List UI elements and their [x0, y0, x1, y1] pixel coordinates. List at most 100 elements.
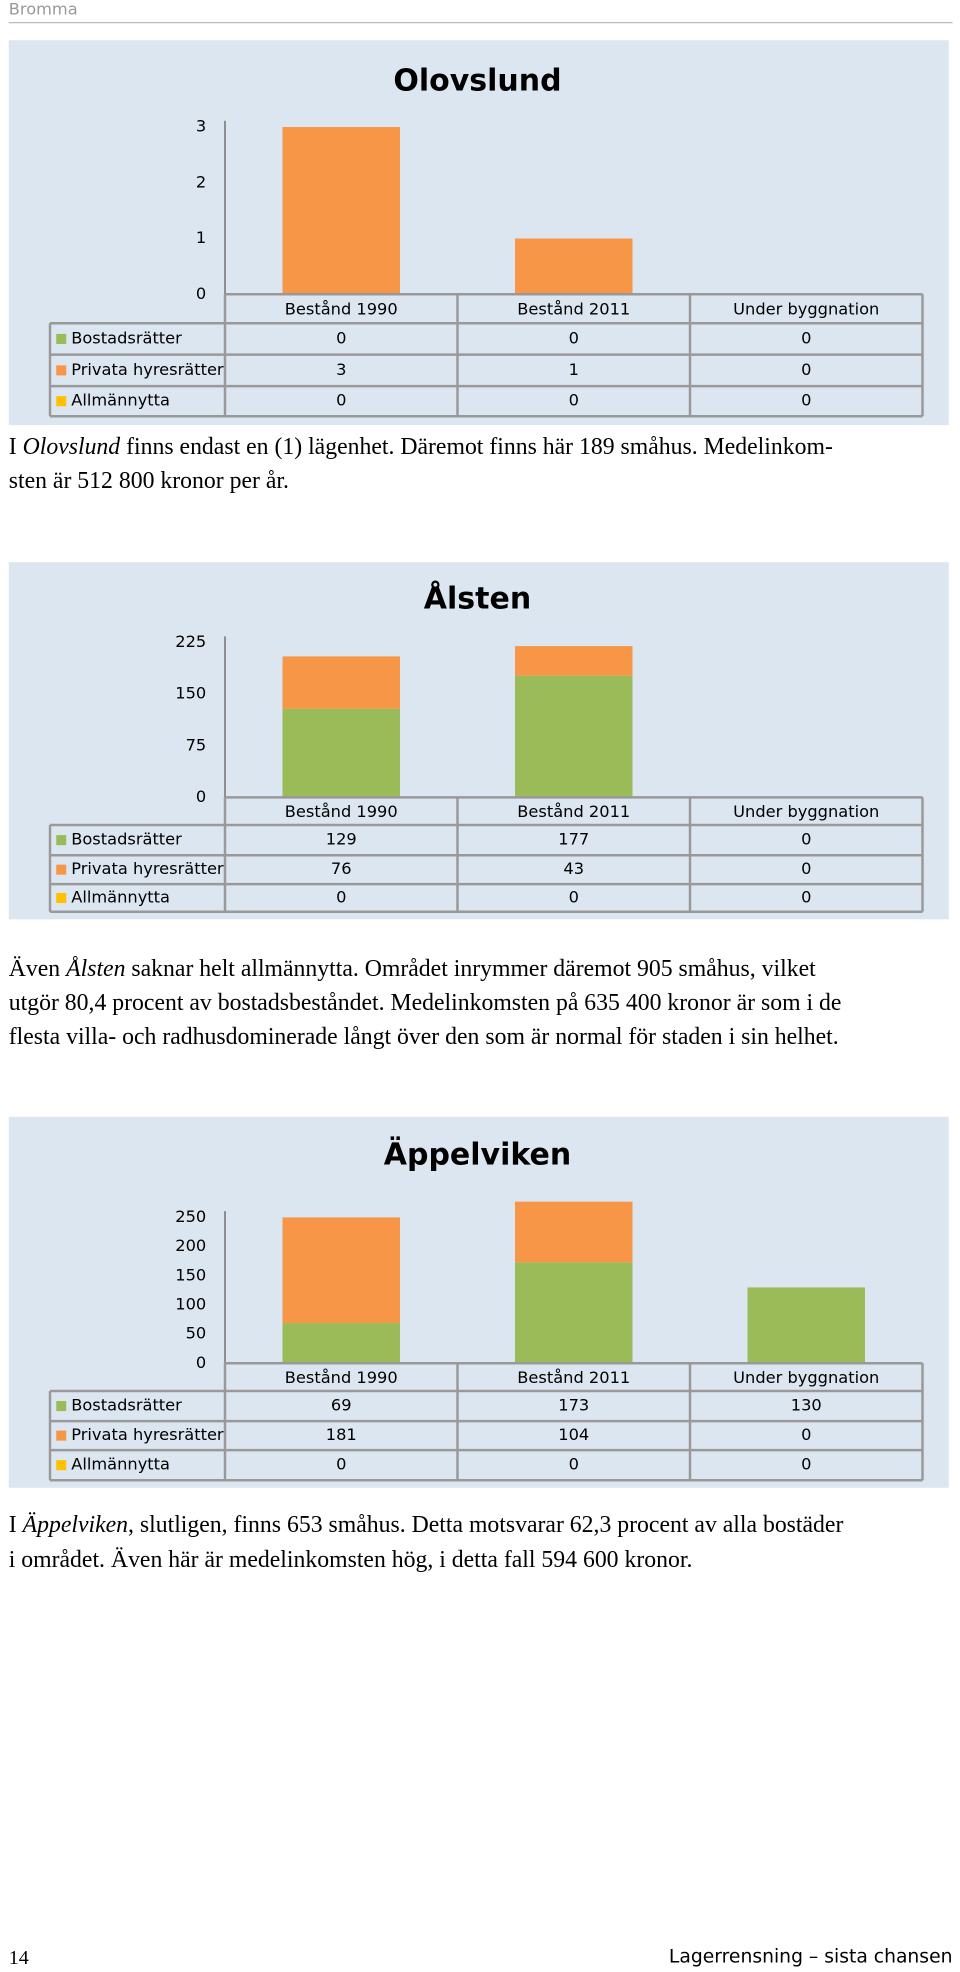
legend-label: Bostadsrätter — [71, 830, 182, 849]
legend-label: Privata hyresrätter — [71, 1425, 224, 1444]
chart-panel — [8, 40, 949, 426]
text-run: Äppelviken — [21, 1512, 128, 1538]
legend-label: Bostadsrätter — [71, 1396, 182, 1415]
bar-segment — [515, 646, 633, 676]
table-value: 0 — [801, 391, 811, 410]
bar-segment — [515, 675, 633, 798]
chart-title: Olovslund — [393, 63, 561, 98]
table-value: 3 — [336, 360, 346, 379]
legend-swatch — [56, 396, 67, 407]
y-tick-label: 200 — [175, 1236, 206, 1255]
paragraph-line: Även Ålsten saknar helt allmännytta. Omr… — [9, 956, 816, 982]
legend-label: Allmännytta — [71, 1455, 170, 1474]
table-value: 43 — [563, 859, 584, 878]
table-value: 0 — [569, 391, 579, 410]
category-label: Bestånd 1990 — [285, 299, 398, 318]
text-run: utgör 80,4 procent av bostadsbeståndet. … — [9, 990, 842, 1016]
text-run: flesta villa- och radhusdominerade långt… — [9, 1024, 839, 1050]
table-value: 0 — [336, 391, 346, 410]
bar-segment — [515, 238, 633, 295]
table-value: 1 — [569, 360, 579, 379]
table-value: 0 — [801, 887, 811, 906]
category-label: Under byggnation — [733, 802, 879, 821]
y-tick-label: 75 — [186, 735, 207, 754]
legend-label: Bostadsrätter — [71, 328, 182, 347]
chart-title: Ålsten — [424, 579, 531, 616]
text-run: saknar helt allmännytta. Området inrymme… — [125, 956, 816, 982]
bar-segment — [282, 708, 400, 798]
legend-label: Allmännytta — [71, 887, 170, 906]
legend-swatch — [56, 333, 67, 344]
y-tick-label: 0 — [196, 1353, 206, 1372]
bar-segment — [747, 1287, 865, 1364]
category-label: Bestånd 2011 — [517, 802, 630, 821]
table-value: 0 — [801, 830, 811, 849]
text-run: sten är 512 800 kronor per år. — [9, 468, 289, 494]
paragraph-line: i området. Även här är medelinkomsten hö… — [9, 1547, 693, 1573]
table-value: 104 — [558, 1425, 589, 1444]
table-value: 173 — [558, 1396, 589, 1415]
chart-panel — [8, 562, 949, 920]
paragraph-line: sten är 512 800 kronor per år. — [9, 468, 289, 494]
table-value: 0 — [336, 887, 346, 906]
category-label: Under byggnation — [733, 1368, 879, 1387]
text-run: , slutligen, finns 653 småhus. Detta mot… — [128, 1512, 843, 1538]
table-value: 129 — [326, 830, 357, 849]
text-run: Olovslund — [23, 434, 121, 460]
legend-swatch — [56, 1401, 67, 1412]
header-title: Bromma — [9, 0, 78, 19]
y-tick-label: 100 — [175, 1294, 206, 1313]
category-label: Bestånd 1990 — [285, 802, 398, 821]
footer-title: Lagerrensning – sista chansen — [669, 1946, 953, 1967]
text-run: Ålsten — [64, 956, 125, 982]
table-value: 181 — [326, 1425, 357, 1444]
legend-swatch — [56, 365, 67, 376]
y-tick-label: 250 — [175, 1207, 206, 1226]
y-tick-label: 0 — [196, 284, 206, 303]
table-value: 177 — [558, 830, 589, 849]
table-value: 69 — [331, 1396, 352, 1415]
legend-swatch — [56, 864, 67, 875]
table-value: 0 — [801, 1455, 811, 1474]
table-value: 0 — [801, 328, 811, 347]
y-tick-label: 225 — [175, 632, 206, 651]
table-value: 0 — [569, 328, 579, 347]
table-value: 0 — [801, 859, 811, 878]
text-run: I — [9, 1512, 23, 1538]
text-run: I — [9, 434, 23, 460]
table-value: 0 — [336, 328, 346, 347]
bar-segment — [515, 1201, 633, 1263]
y-tick-label: 3 — [196, 116, 206, 135]
paragraph-line: flesta villa- och radhusdominerade långt… — [9, 1024, 839, 1050]
table-value: 0 — [569, 1455, 579, 1474]
legend-label: Privata hyresrätter — [71, 859, 224, 878]
bar-segment — [515, 1262, 633, 1364]
text-run: Även — [9, 956, 66, 982]
text-run: finns endast en (1) lägenhet. Däremot fi… — [120, 434, 833, 460]
legend-swatch — [56, 892, 67, 903]
page-number: 14 — [9, 1947, 29, 1969]
paragraph-line: I Olovslund finns endast en (1) lägenhet… — [9, 434, 833, 460]
paragraph-line: I Äppelviken, slutligen, finns 653 småhu… — [9, 1512, 844, 1538]
bar-segment — [282, 127, 400, 295]
category-label: Under byggnation — [733, 299, 879, 318]
table-value: 0 — [801, 360, 811, 379]
legend-label: Allmännytta — [71, 391, 170, 410]
y-tick-label: 50 — [186, 1324, 207, 1343]
chart-title: Äppelviken — [384, 1136, 571, 1172]
legend-swatch — [56, 1430, 67, 1441]
bar-segment — [282, 1323, 400, 1364]
category-label: Bestånd 1990 — [285, 1368, 398, 1387]
text-run: i området. Även här är medelinkomsten hö… — [9, 1547, 693, 1573]
bar-segment — [282, 656, 400, 709]
legend-swatch — [56, 835, 67, 846]
legend-label: Privata hyresrätter — [71, 360, 224, 379]
table-value: 0 — [801, 1425, 811, 1444]
y-tick-label: 1 — [196, 228, 206, 247]
table-value: 130 — [791, 1396, 822, 1415]
category-label: Bestånd 2011 — [517, 1368, 630, 1387]
bar-segment — [282, 1217, 400, 1324]
y-tick-label: 0 — [196, 787, 206, 806]
